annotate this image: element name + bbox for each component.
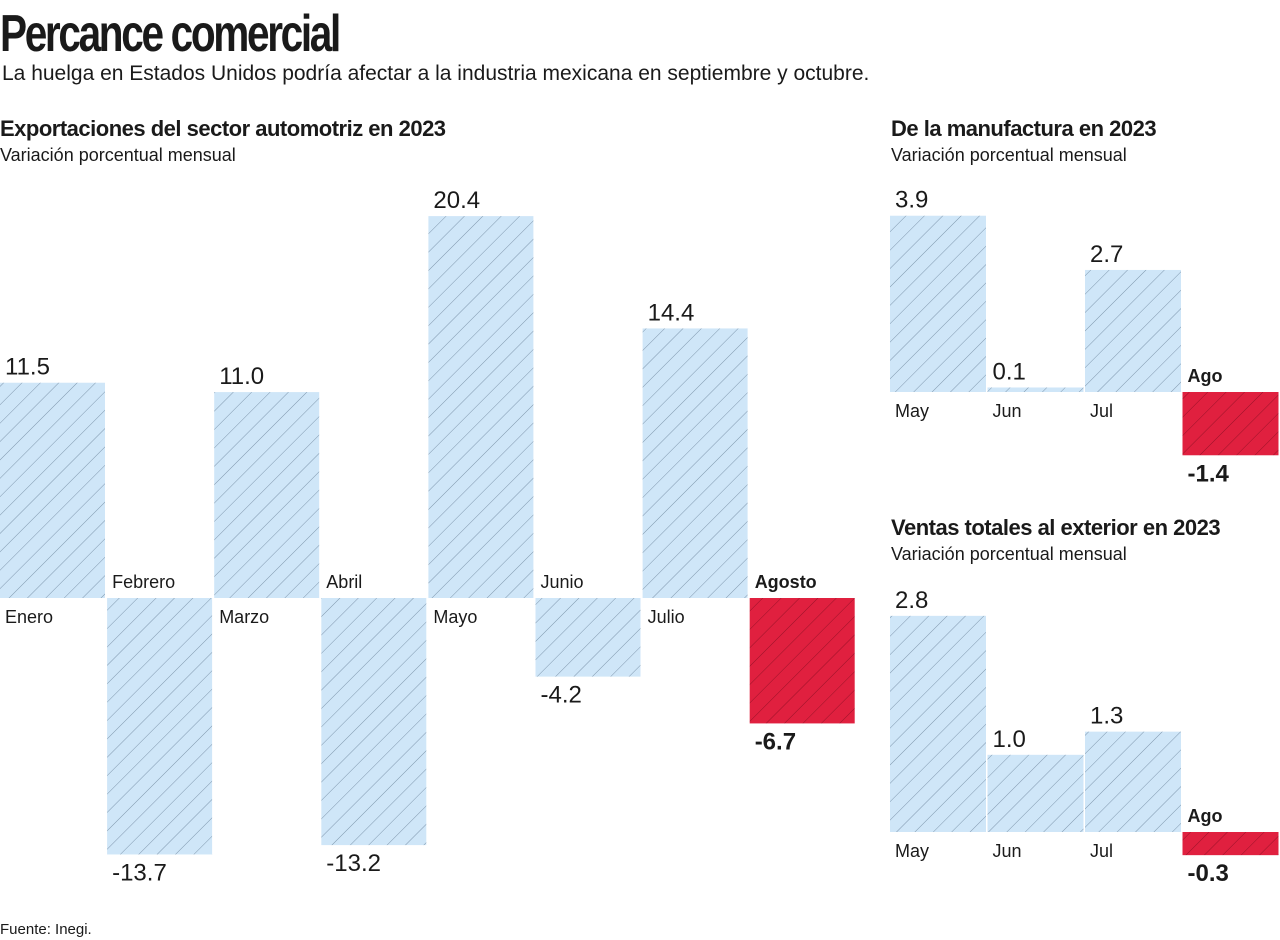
category-label: May — [895, 841, 929, 861]
chart-ventas: 2.8 May 1.0 Jun 1.3 Jul -0.3 Ago — [890, 587, 1279, 887]
bar-mayo — [428, 216, 534, 598]
bar-abril — [321, 598, 427, 846]
category-label: Ago — [1188, 806, 1223, 826]
value-label: 14.4 — [648, 299, 695, 326]
chart-title-automotriz: Exportaciones del sector automotriz en 2… — [0, 116, 446, 141]
value-label: -4.2 — [541, 682, 582, 709]
chart-title-manufactura: De la manufactura en 2023 — [891, 116, 1157, 141]
bar-may — [890, 615, 986, 832]
value-label: -0.3 — [1188, 860, 1229, 887]
value-label: 1.0 — [993, 726, 1026, 753]
bar-jun — [987, 387, 1084, 392]
category-label: Julio — [648, 607, 685, 627]
chart-subtitle-automotriz: Variación porcentual mensual — [0, 145, 236, 165]
chart-title-ventas: Ventas totales al exterior en 2023 — [891, 515, 1221, 540]
bar-ago — [1182, 392, 1279, 456]
bar-febrero — [107, 598, 213, 855]
bar-jul — [1085, 269, 1181, 392]
value-label: 1.3 — [1090, 703, 1123, 730]
bar-jun — [987, 754, 1084, 832]
bar-ago — [1182, 832, 1279, 856]
category-label: Enero — [5, 607, 53, 627]
value-label: -13.7 — [112, 859, 167, 886]
page-title: Percance comercial — [0, 5, 341, 63]
category-label: Ago — [1188, 366, 1223, 386]
value-label: 2.8 — [895, 587, 928, 614]
category-label: Agosto — [755, 572, 817, 592]
value-label: -6.7 — [755, 728, 796, 755]
value-label: 11.5 — [5, 354, 50, 381]
category-label: May — [895, 401, 929, 421]
bar-jul — [1085, 731, 1181, 832]
category-label: Marzo — [219, 607, 269, 627]
bar-junio — [535, 598, 641, 677]
bar-may — [890, 215, 986, 392]
source-note: Fuente: Inegi. — [0, 921, 92, 938]
chart-automotriz: 11.5 Enero -13.7 Febrero 11.0 Marzo -13.2 Abril… — [0, 187, 855, 886]
category-label: Jul — [1090, 401, 1113, 421]
value-label: 3.9 — [895, 187, 928, 214]
category-label: Mayo — [433, 607, 477, 627]
value-label: 20.4 — [433, 187, 480, 214]
bar-agosto — [749, 598, 855, 724]
value-label: 2.7 — [1090, 241, 1123, 268]
category-label: Junio — [541, 572, 584, 592]
chart-subtitle-ventas: Variación porcentual mensual — [891, 544, 1127, 564]
value-label: -13.2 — [326, 850, 381, 877]
chart-manufactura: 3.9 May 0.1 Jun 2.7 Jul -1.4 Ago — [890, 187, 1279, 487]
value-label: -1.4 — [1188, 460, 1230, 487]
value-label: 11.0 — [219, 363, 264, 390]
category-label: Febrero — [112, 572, 175, 592]
value-label: 0.1 — [993, 358, 1026, 385]
category-label: Abril — [326, 572, 362, 592]
category-label: Jun — [993, 401, 1022, 421]
page-subtitle: La huelga en Estados Unidos podría afect… — [2, 62, 870, 85]
category-label: Jul — [1090, 841, 1113, 861]
category-label: Jun — [993, 841, 1022, 861]
chart-subtitle-manufactura: Variación porcentual mensual — [891, 145, 1127, 165]
bar-marzo — [214, 392, 320, 598]
bar-enero — [0, 382, 105, 598]
bar-julio — [642, 328, 748, 598]
